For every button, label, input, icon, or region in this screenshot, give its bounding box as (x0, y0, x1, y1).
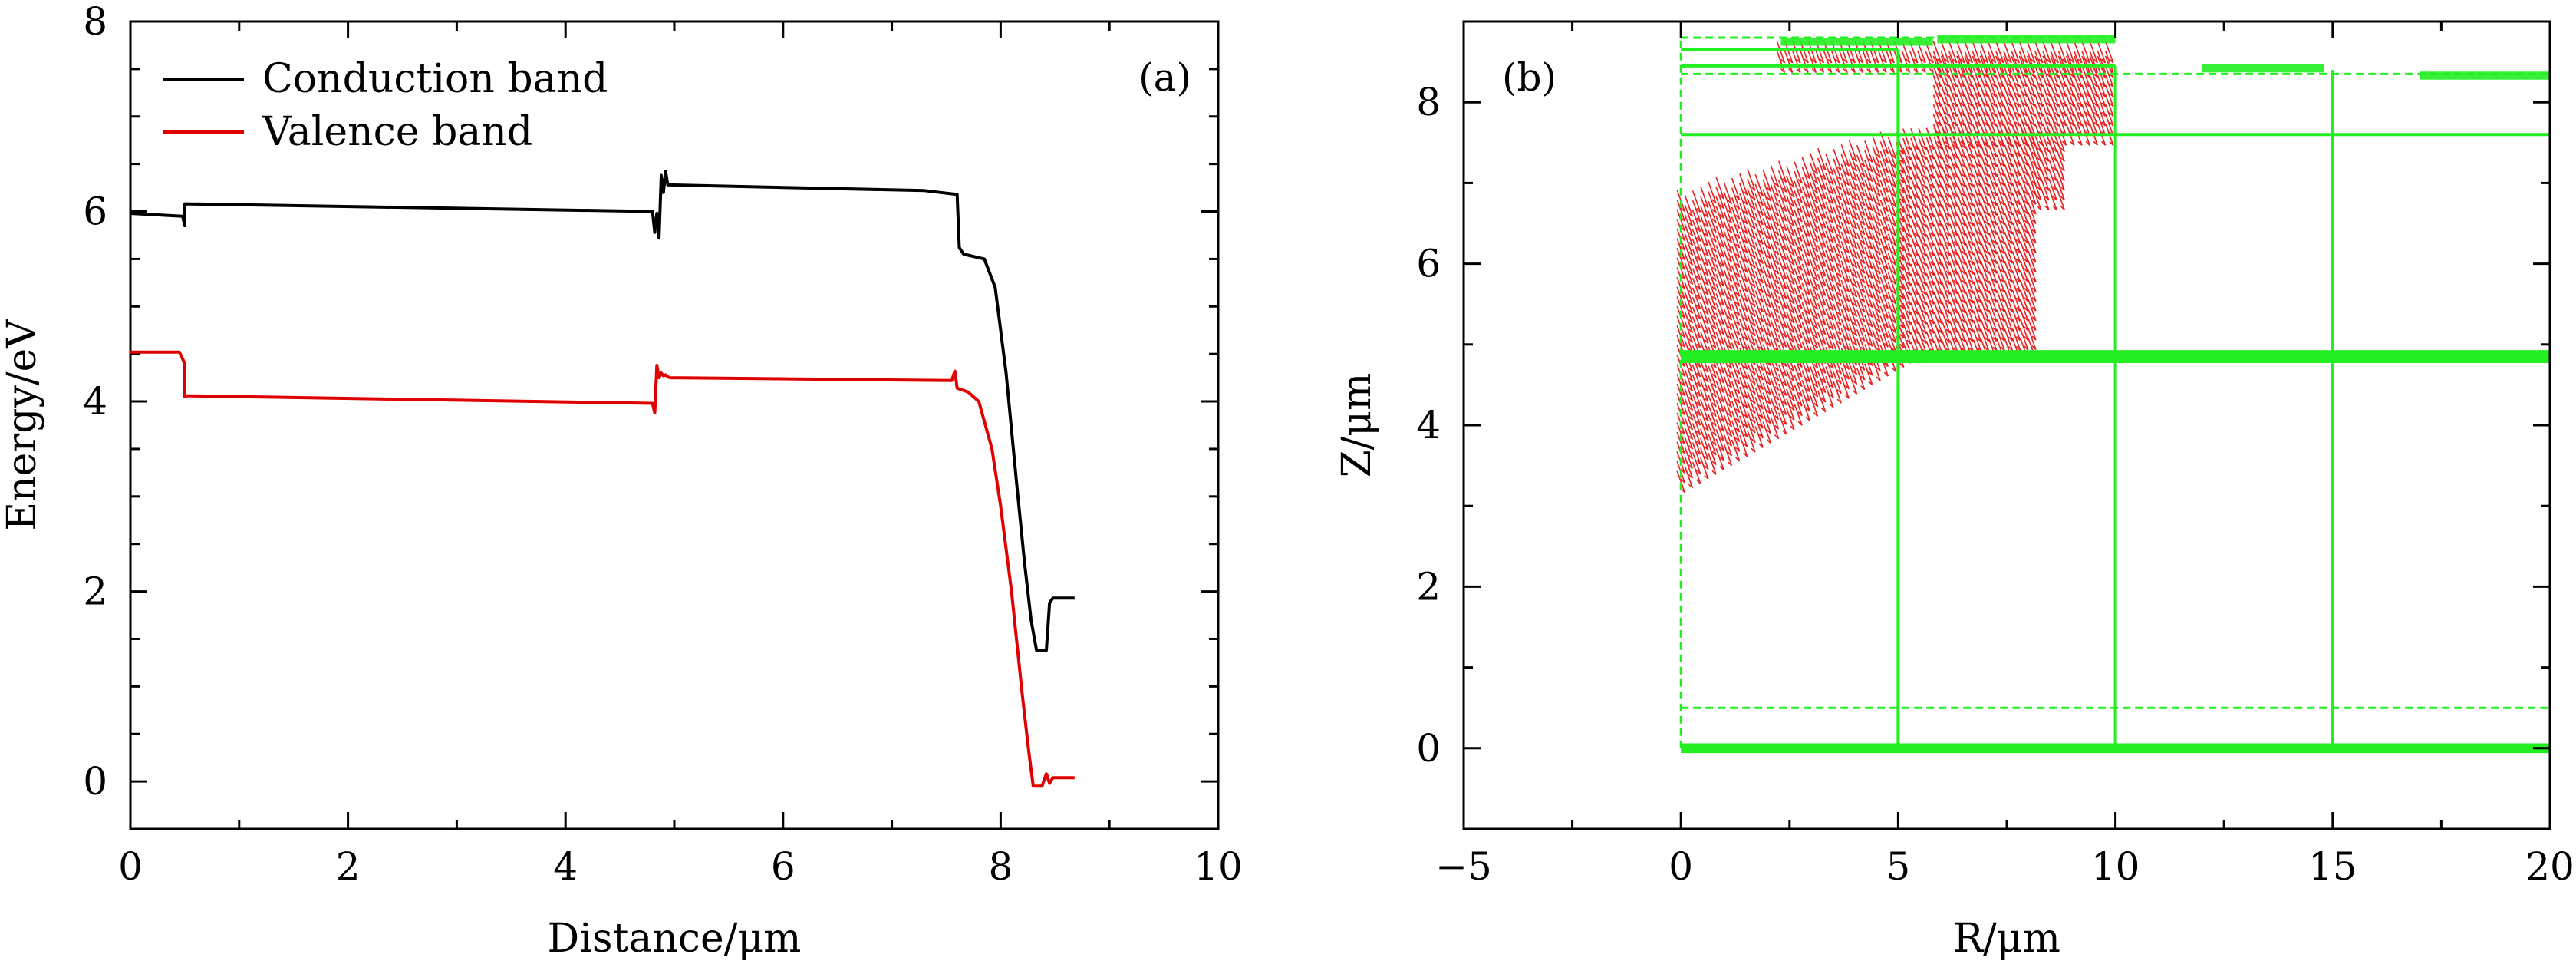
mesh-dense-band-bottom (1681, 743, 2550, 754)
y-tick-label-a: 8 (83, 0, 107, 44)
x-tick-label-a: 10 (1194, 844, 1243, 889)
mesh-lines (1679, 35, 2551, 754)
x-tick-label-a: 8 (988, 844, 1013, 889)
y-tick-label-a: 6 (83, 190, 107, 234)
mesh-dense-band-top (1937, 35, 2116, 44)
x-tick-label-a: 6 (771, 844, 796, 889)
y-tick-label-b: 4 (1416, 403, 1441, 447)
x-tick-label-b: 20 (2525, 844, 2574, 889)
axis-ticks-b (1462, 20, 2551, 830)
x-tick-label-a: 4 (553, 844, 578, 889)
y-axis-title-a: Energy/eV (0, 319, 45, 531)
mesh-dense-band-top (2202, 64, 2324, 73)
vector-field-panel: −5 0 5 10 15 20 0 2 4 6 8 (b) R/μm Z/μm (1334, 20, 2574, 962)
legend-label-conduction: Conduction band (262, 56, 608, 102)
panel-label-a: (a) (1138, 55, 1191, 100)
tick-labels-a: 0 2 4 6 8 10 0 2 4 6 8 (83, 0, 1243, 889)
plot-content-b (1676, 35, 2551, 754)
y-axis-title-b: Z/μm (1334, 373, 1380, 478)
x-axis-title-a: Distance/μm (548, 916, 802, 962)
y-tick-label-a: 0 (83, 759, 107, 804)
y-tick-label-b: 8 (1416, 80, 1441, 124)
mesh-dense-band-top (2420, 71, 2550, 80)
x-axis-title-b: R/μm (1953, 916, 2060, 962)
x-tick-label-a: 0 (118, 844, 143, 889)
mesh-dense-band-top (1780, 38, 1933, 46)
y-tick-label-a: 4 (83, 379, 107, 424)
tick-labels-b: −5 0 5 10 15 20 0 2 4 6 8 (1416, 80, 2574, 889)
series-lines-a (130, 170, 1075, 788)
y-tick-label-b: 6 (1416, 242, 1441, 286)
conduction-band-line (130, 170, 1075, 652)
panel-label-b: (b) (1502, 55, 1556, 100)
legend-label-valence: Valence band (262, 109, 532, 155)
x-tick-label-b: 5 (1886, 844, 1910, 889)
y-tick-label-b: 0 (1416, 726, 1441, 771)
y-tick-label-b: 2 (1416, 564, 1441, 609)
x-tick-label-b: −5 (1435, 844, 1492, 889)
x-tick-label-b: 10 (2091, 844, 2140, 889)
x-tick-label-b: 15 (2308, 844, 2357, 889)
y-tick-label-a: 2 (83, 569, 107, 614)
legend-a: Conduction band Valence band (163, 56, 608, 155)
band-diagram-panel: 0 2 4 6 8 10 0 2 4 6 8 Conduction band Valence ban… (0, 0, 1243, 962)
x-tick-label-a: 2 (336, 844, 361, 889)
axis-ticks-a (129, 20, 1220, 829)
x-tick-label-b: 0 (1668, 844, 1693, 889)
valence-band-line (130, 350, 1075, 788)
